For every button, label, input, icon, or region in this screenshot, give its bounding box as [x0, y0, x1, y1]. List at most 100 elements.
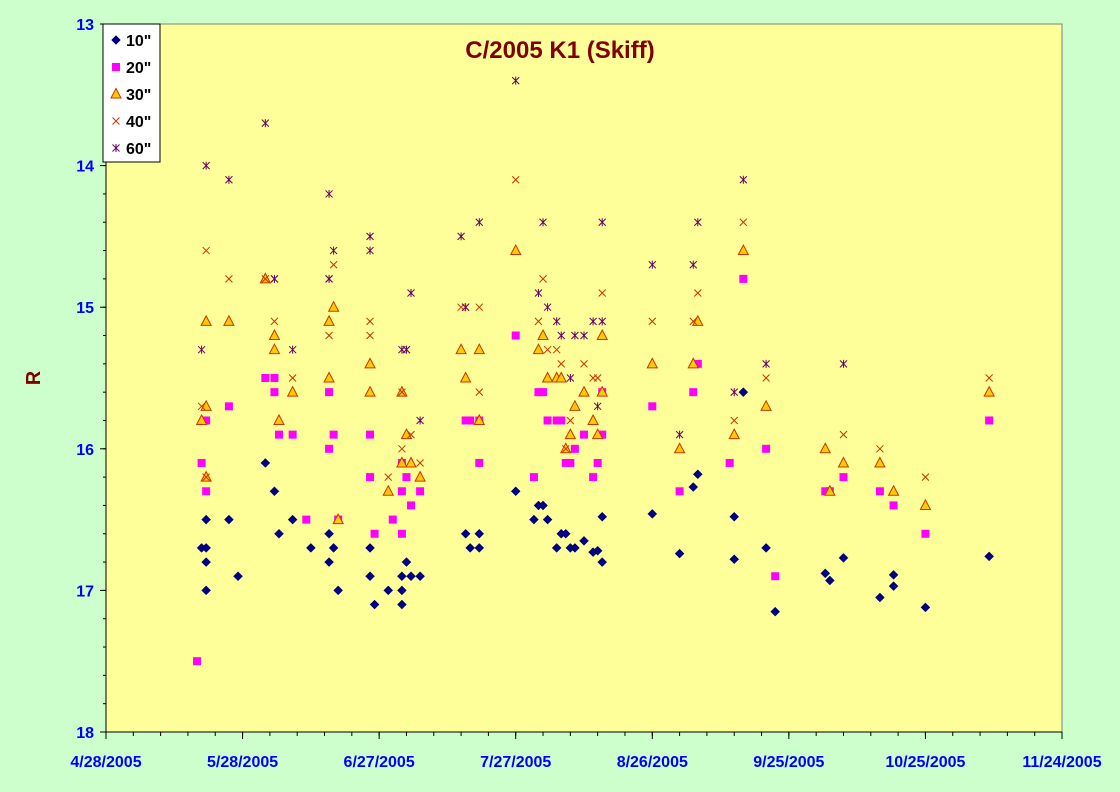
- data-point: [273, 413, 285, 425]
- data-point: [889, 501, 898, 510]
- data-point: [688, 482, 699, 492]
- x-tick-label: 6/27/2005: [344, 754, 415, 771]
- y-tick-label: 18: [76, 725, 94, 742]
- data-point: [333, 585, 344, 596]
- data-point: [985, 416, 994, 425]
- data-point: [580, 359, 588, 368]
- y-tick-label: 14: [76, 159, 94, 176]
- data-point: [202, 416, 211, 425]
- data-point: [919, 498, 932, 510]
- data-point: [388, 515, 397, 524]
- data-point: [224, 402, 233, 411]
- data-point: [398, 444, 406, 453]
- data-point: [325, 331, 333, 340]
- data-point: [328, 543, 339, 553]
- x-tick-label: 5/28/2005: [207, 754, 278, 771]
- data-point: [875, 487, 884, 496]
- data-point: [771, 572, 780, 581]
- data-point: [270, 388, 279, 397]
- data-point: [539, 388, 548, 397]
- data-point: [510, 486, 521, 497]
- data-point: [384, 473, 393, 481]
- data-point: [598, 218, 607, 227]
- data-point: [566, 416, 575, 425]
- data-point: [580, 331, 588, 340]
- data-point: [689, 260, 698, 269]
- data-point: [260, 458, 271, 468]
- data-point: [270, 374, 279, 382]
- data-point: [473, 343, 486, 355]
- legend: 10" 20" 30" 40" 60": [102, 23, 161, 163]
- series-1: [193, 274, 994, 666]
- data-point: [739, 175, 748, 184]
- data-point: [821, 487, 830, 496]
- data-point: [647, 509, 658, 519]
- data-point: [876, 444, 884, 453]
- data-point: [401, 557, 412, 567]
- data-point: [762, 444, 771, 453]
- data-point: [202, 473, 211, 481]
- data-point: [596, 328, 609, 341]
- data-point: [597, 511, 608, 522]
- data-point: [323, 314, 335, 326]
- data-point: [824, 484, 836, 496]
- data-point: [415, 571, 425, 582]
- data-point: [529, 514, 539, 525]
- data-point: [332, 513, 344, 525]
- data-point: [646, 357, 659, 369]
- data-point: [578, 385, 590, 397]
- y-tick-label: 16: [76, 442, 94, 459]
- data-point: [414, 470, 426, 482]
- data-point: [985, 374, 994, 382]
- data-point: [534, 289, 543, 298]
- data-point: [475, 388, 484, 397]
- data-point: [552, 345, 561, 354]
- data-point: [888, 581, 899, 592]
- data-point: [407, 289, 415, 298]
- data-point: [648, 402, 657, 411]
- data-point: [366, 246, 374, 255]
- data-points: [193, 76, 995, 666]
- data-point: [543, 303, 552, 312]
- data-point: [224, 514, 234, 525]
- data-point: [396, 385, 408, 397]
- data-point: [674, 548, 685, 559]
- data-point: [225, 275, 233, 283]
- data-point: [369, 599, 380, 610]
- data-point: [532, 343, 545, 355]
- data-point: [648, 260, 657, 269]
- data-point: [920, 602, 931, 613]
- data-point: [983, 385, 995, 397]
- data-point: [839, 473, 848, 482]
- data-point: [325, 274, 333, 283]
- data-point: [197, 402, 206, 411]
- data-point: [673, 442, 686, 454]
- data-point: [675, 430, 684, 439]
- data-point: [693, 218, 702, 227]
- data-point: [561, 458, 570, 467]
- legend-marker: [112, 63, 120, 71]
- data-point: [366, 473, 375, 482]
- data-point: [466, 416, 475, 425]
- legend-label: 20": [126, 60, 151, 77]
- series-0: [196, 387, 995, 617]
- data-point: [596, 385, 609, 397]
- data-point: [261, 275, 270, 283]
- data-point: [402, 345, 411, 354]
- data-point: [689, 388, 698, 397]
- data-point: [559, 442, 572, 454]
- x-tick-label: 8/26/2005: [617, 754, 688, 771]
- data-point: [201, 557, 212, 567]
- data-point: [598, 430, 607, 439]
- chart-title: C/2005 K1 (Skiff): [465, 37, 654, 64]
- data-point: [529, 473, 538, 482]
- data-point: [465, 543, 476, 553]
- x-tick-label: 10/25/2005: [885, 754, 965, 771]
- data-point: [475, 458, 484, 467]
- data-point: [566, 458, 575, 467]
- data-point: [366, 232, 374, 241]
- data-point: [593, 402, 602, 411]
- data-point: [534, 317, 543, 326]
- data-point: [397, 571, 407, 582]
- data-point: [598, 317, 607, 326]
